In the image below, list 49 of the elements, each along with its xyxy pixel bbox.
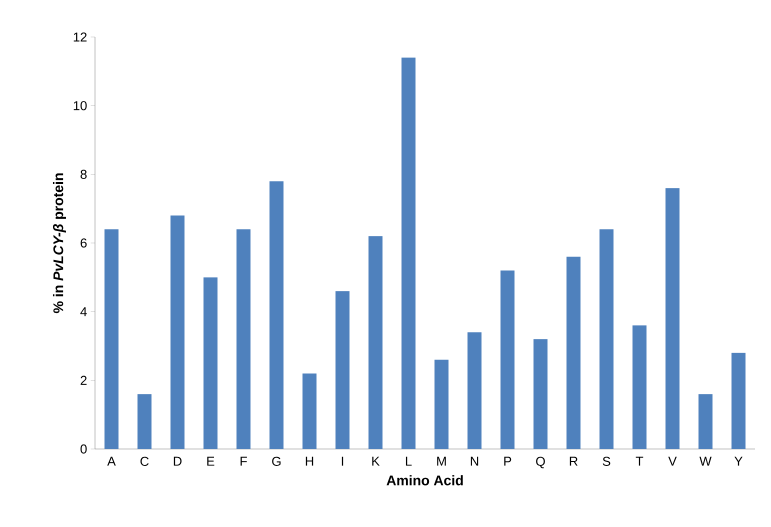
x-tick-label: I xyxy=(342,456,344,466)
bar xyxy=(566,256,581,449)
bar xyxy=(666,188,680,449)
bar xyxy=(170,216,184,449)
x-tick-label: C xyxy=(140,456,149,466)
x-tick-label: S xyxy=(602,456,610,466)
x-tick-label: P xyxy=(504,456,512,466)
x-tick-label: A xyxy=(107,456,116,466)
y-tick-label: 0 xyxy=(80,444,87,454)
bar xyxy=(236,229,250,449)
bar xyxy=(270,181,284,449)
bar xyxy=(138,394,152,449)
bar xyxy=(368,236,383,449)
bar xyxy=(336,291,350,449)
x-tick-label: H xyxy=(306,456,314,466)
y-tick-label: 10 xyxy=(74,101,87,110)
x-tick-label: N xyxy=(470,456,478,466)
y-tick-label: 12 xyxy=(74,32,87,42)
y-tick-label: 8 xyxy=(80,170,87,179)
x-tick-label: T xyxy=(636,456,644,466)
y-axis-title: % in PvLCY-β protein xyxy=(52,173,66,314)
bar xyxy=(500,270,515,449)
bar xyxy=(434,360,449,449)
bar xyxy=(402,58,416,449)
bar xyxy=(600,229,614,449)
bar xyxy=(632,325,647,449)
x-tick-label: M xyxy=(437,456,446,466)
y-tick-label: 2 xyxy=(80,376,87,385)
y-tick-label: 4 xyxy=(80,307,87,316)
bar xyxy=(468,332,482,449)
x-tick-label: Q xyxy=(536,456,545,468)
x-axis-title: Amino Acid xyxy=(386,475,463,486)
x-tick-label: Y xyxy=(734,456,743,466)
x-tick-label: V xyxy=(668,456,677,466)
x-tick-label: L xyxy=(406,456,412,466)
y-tick-label: 6 xyxy=(80,238,87,248)
x-tick-label: E xyxy=(207,456,214,466)
x-tick-label: F xyxy=(240,456,247,466)
bar xyxy=(204,277,218,449)
bar xyxy=(534,339,548,449)
x-tick-label: D xyxy=(174,456,182,466)
x-tick-label: G xyxy=(272,456,281,466)
x-tick-label: K xyxy=(372,456,380,466)
x-tick-label: R xyxy=(570,456,578,466)
bar xyxy=(732,352,746,449)
bar xyxy=(302,373,317,449)
bar xyxy=(104,229,118,449)
x-tick-label: W xyxy=(699,456,712,466)
bar xyxy=(698,394,713,449)
